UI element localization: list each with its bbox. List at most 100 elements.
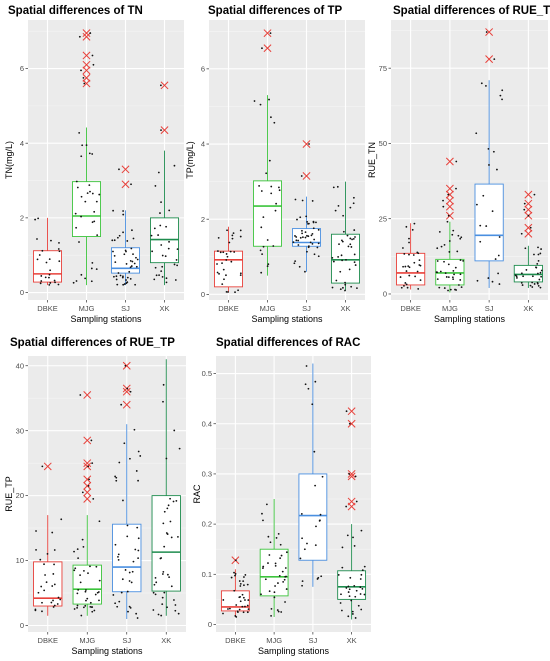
observation-point — [48, 283, 51, 286]
observation-point — [88, 478, 90, 481]
observation-point — [132, 237, 135, 240]
y-axis-label: TP(mg/L) — [185, 141, 195, 179]
observation-point — [520, 272, 523, 275]
observation-point — [137, 479, 139, 482]
observation-point — [123, 253, 126, 256]
observation-point — [438, 286, 441, 289]
observation-point — [173, 263, 176, 266]
observation-point — [166, 533, 169, 535]
observation-point — [80, 614, 83, 617]
observation-point — [311, 200, 314, 202]
observation-point — [305, 365, 308, 367]
observation-point — [114, 475, 117, 478]
box-SJ — [474, 28, 504, 288]
observation-point — [334, 209, 337, 212]
observation-point — [284, 601, 286, 603]
x-axis-label: Sampling stations — [70, 314, 142, 324]
observation-point — [448, 240, 451, 242]
observation-point — [120, 403, 123, 406]
box-XK — [151, 359, 181, 617]
observation-point — [351, 613, 354, 615]
observation-point — [53, 583, 56, 586]
observation-point — [115, 275, 118, 278]
observation-point — [139, 455, 142, 457]
observation-point — [151, 250, 154, 253]
outlier-marker — [122, 400, 131, 409]
observation-point — [348, 588, 351, 591]
observation-point — [87, 484, 90, 487]
observation-point — [120, 591, 123, 594]
observation-point — [160, 244, 163, 246]
outlier-marker — [83, 475, 92, 484]
observation-point — [515, 275, 518, 278]
observation-point — [451, 276, 454, 279]
observation-point — [538, 278, 541, 281]
observation-point — [270, 607, 273, 610]
x-tick-label: DBKE — [225, 636, 245, 645]
observation-point — [178, 447, 181, 450]
observation-point — [175, 259, 178, 261]
observation-point — [95, 268, 98, 270]
outlier-marker — [82, 32, 91, 41]
y-axis-label: RUE_TP — [4, 476, 14, 512]
observation-point — [75, 280, 78, 282]
observation-point — [83, 569, 85, 572]
observation-point — [354, 475, 357, 478]
observation-point — [50, 239, 52, 242]
observation-point — [316, 246, 319, 249]
observation-point — [485, 85, 487, 87]
observation-point — [301, 232, 304, 235]
observation-point — [274, 209, 277, 212]
observation-point — [234, 559, 237, 562]
observation-point — [356, 287, 358, 289]
y-tick-label: 0 — [383, 290, 387, 299]
observation-point — [537, 284, 540, 287]
observation-point — [117, 553, 120, 556]
observation-point — [93, 220, 96, 223]
observation-point — [295, 236, 298, 238]
observation-point — [352, 536, 354, 539]
x-tick-label: SJ — [302, 304, 311, 313]
outlier-marker — [83, 481, 92, 490]
observation-point — [533, 253, 535, 256]
observation-point — [307, 222, 309, 225]
observation-point — [135, 612, 138, 615]
observation-point — [155, 274, 158, 277]
observation-point — [95, 200, 98, 203]
observation-point — [230, 260, 233, 263]
y-tick-label: 4 — [20, 139, 24, 148]
observation-point — [161, 596, 164, 599]
outlier-marker — [524, 190, 533, 199]
observation-point — [447, 263, 450, 266]
observation-point — [439, 270, 442, 273]
box-XK — [513, 190, 543, 289]
observation-point — [321, 475, 324, 478]
observation-point — [413, 222, 416, 225]
observation-point — [166, 606, 168, 609]
observation-point — [130, 183, 132, 186]
observation-point — [440, 245, 443, 248]
observation-point — [301, 537, 303, 540]
x-tick-label: DBKE — [37, 304, 57, 313]
observation-point — [137, 537, 140, 540]
observation-point — [447, 214, 450, 217]
observation-point — [46, 552, 49, 555]
observation-point — [76, 604, 79, 607]
observation-point — [274, 562, 277, 565]
observation-point — [253, 100, 256, 102]
observation-point — [264, 578, 267, 581]
observation-point — [129, 266, 132, 269]
observation-point — [88, 184, 91, 187]
observation-point — [274, 585, 276, 587]
observation-point — [319, 513, 322, 516]
observation-point — [84, 590, 87, 593]
observation-point — [112, 594, 115, 596]
observation-point — [96, 234, 99, 237]
observation-point — [161, 573, 164, 575]
y-tick-label: 75 — [379, 64, 387, 73]
box-iqr — [151, 495, 181, 592]
observation-point — [91, 610, 94, 613]
observation-point — [540, 275, 543, 278]
outlier-marker — [524, 223, 533, 232]
observation-point — [306, 221, 309, 223]
